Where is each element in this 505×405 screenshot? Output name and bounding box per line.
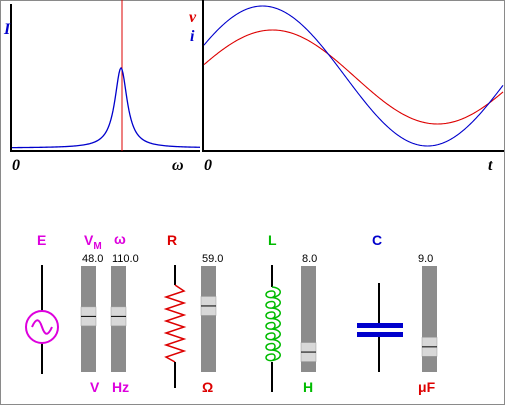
time-plot: v i 0 t <box>189 0 504 174</box>
capacitor-group: C 9.0 μF <box>357 232 436 395</box>
voltage-label: v <box>189 9 197 26</box>
resistor-value: 59.0 <box>202 253 223 265</box>
vm-slider-label: VM <box>84 232 102 252</box>
resistor-group: R 59.0 Ω <box>163 232 223 395</box>
capacitor-value: 9.0 <box>418 253 433 265</box>
omega-unit: Hz <box>112 379 129 395</box>
resistor-label: R <box>167 232 177 248</box>
time-x-label: t <box>488 157 493 174</box>
capacitor-unit: μF <box>418 379 436 395</box>
capacitor-icon <box>357 283 403 372</box>
omega-slider-label: ω <box>114 231 126 247</box>
voltage-wave <box>203 29 504 125</box>
inductor-group: L 8.0 H <box>265 232 317 395</box>
capacitance-slider[interactable] <box>421 266 438 372</box>
current-label: i <box>190 28 195 45</box>
inductance-slider[interactable] <box>300 266 317 372</box>
resistor-unit: Ω <box>202 379 213 395</box>
vm-unit: V <box>90 379 100 395</box>
inductor-coil-icon <box>265 265 281 392</box>
ac-source-icon <box>25 265 59 374</box>
resonance-origin-label: 0 <box>12 157 20 174</box>
omega-value: 110.0 <box>112 253 139 265</box>
ac-source-group: E VM ω 48.0 110.0 V Hz <box>25 231 139 395</box>
vm-slider[interactable] <box>80 266 97 372</box>
omega-slider[interactable] <box>110 266 127 372</box>
source-label: E <box>37 232 46 248</box>
resonance-x-label: ω <box>172 157 184 174</box>
resistor-icon <box>163 265 187 388</box>
inductor-label: L <box>268 232 277 248</box>
resistance-slider[interactable] <box>200 266 217 372</box>
inductor-value: 8.0 <box>302 253 317 265</box>
resonance-plot: I 0 ω <box>3 0 201 174</box>
vm-value: 48.0 <box>82 253 103 265</box>
resonance-y-label: I <box>3 21 11 38</box>
slider-track[interactable] <box>201 266 216 372</box>
capacitor-label: C <box>372 232 382 248</box>
resonance-curve <box>12 66 201 149</box>
time-origin-label: 0 <box>204 157 212 174</box>
current-wave <box>203 5 504 147</box>
inductor-unit: H <box>303 379 313 395</box>
